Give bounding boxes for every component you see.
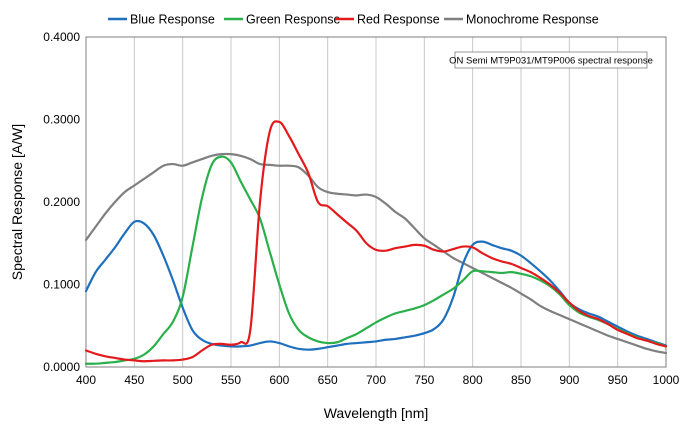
legend-item-blue-response: Blue Response	[108, 13, 215, 27]
x-axis-tick-labels: 400 450 500 550 600 650 700 750 800 850 900 950 1000	[76, 373, 680, 387]
legend: Blue Response Green Response Red Response M…	[108, 13, 599, 27]
legend-item-red-response: Red Response	[335, 13, 440, 27]
x-tick-label: 750	[414, 373, 434, 387]
vertical-gridlines	[133, 37, 619, 367]
y-tick-label: 0.2000	[43, 195, 80, 209]
legend-label: Monochrome Response	[466, 13, 599, 27]
series-line-red-response	[84, 120, 668, 363]
x-tick-label: 450	[124, 373, 144, 387]
legend-label: Red Response	[357, 13, 440, 27]
annotation-text: ON Semi MT9P031/MT9P006 spectral respons…	[449, 56, 653, 67]
x-tick-label: 650	[318, 373, 338, 387]
y-tick-label: 0.0000	[43, 360, 80, 374]
y-tick-label: 0.1000	[43, 278, 80, 292]
legend-item-monochrome-response: Monochrome Response	[444, 13, 599, 27]
legend-label: Green Response	[246, 13, 341, 27]
series-line-green-response	[84, 155, 668, 365]
x-tick-label: 600	[269, 373, 289, 387]
legend-item-green-response: Green Response	[224, 13, 341, 27]
annotation-frame	[454, 51, 648, 69]
y-axis-tick-labels: 0.0000 0.1000 0.2000 0.3000 0.4000	[43, 30, 80, 374]
x-tick-label: 850	[511, 373, 531, 387]
y-tick-label: 0.4000	[43, 30, 80, 44]
series-lines	[84, 120, 668, 365]
x-tick-label: 1000	[653, 373, 680, 387]
x-tick-label: 900	[559, 373, 579, 387]
y-tick-label: 0.3000	[43, 113, 80, 127]
x-tick-label: 400	[76, 373, 96, 387]
x-tick-label: 550	[221, 373, 241, 387]
x-axis-title: Wavelength [nm]	[324, 405, 429, 421]
plot-area-frame	[85, 36, 667, 368]
x-tick-label: 700	[366, 373, 386, 387]
legend-label: Blue Response	[130, 13, 215, 27]
series-line-monochrome-response	[84, 152, 668, 355]
annotation-box: ON Semi MT9P031/MT9P006 spectral respons…	[449, 51, 653, 69]
x-tick-label: 500	[173, 373, 193, 387]
y-axis-title: Spectral Response [A/W]	[9, 124, 25, 280]
x-tick-label: 800	[463, 373, 483, 387]
x-tick-label: 950	[608, 373, 628, 387]
